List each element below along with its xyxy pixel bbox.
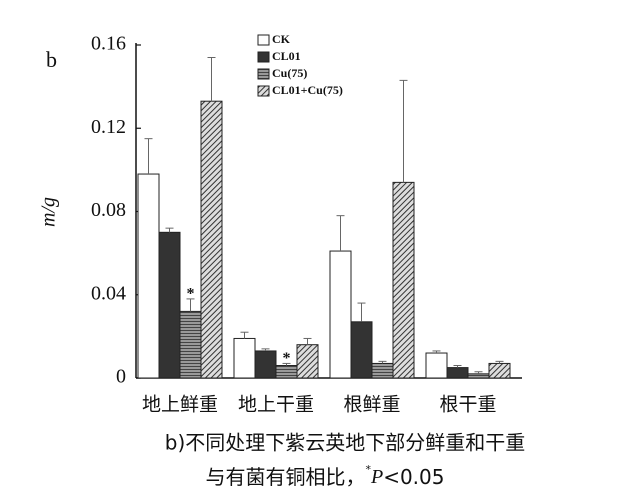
bar <box>392 181 415 379</box>
x-tick-label: 根鲜重 <box>343 394 400 416</box>
error-bar <box>378 360 387 364</box>
bar <box>371 362 394 379</box>
legend-swatch <box>257 34 270 46</box>
significance-mark: * <box>283 350 291 367</box>
bar <box>254 350 277 379</box>
error-bar <box>495 360 504 364</box>
error-bar <box>282 362 291 366</box>
bar <box>350 321 373 379</box>
caption-part: * <box>365 463 371 476</box>
bar <box>179 310 202 379</box>
error-bar <box>336 215 345 252</box>
caption-part: P <box>370 466 383 488</box>
bar <box>488 362 511 379</box>
caption-part: 与有菌有铜相比， <box>205 465 365 489</box>
error-bar <box>399 79 408 183</box>
bar <box>296 344 319 379</box>
bar <box>467 373 490 379</box>
y-tick-label: 0.12 <box>91 116 126 138</box>
error-bar <box>240 331 249 339</box>
error-bar <box>432 350 441 354</box>
bar <box>275 365 298 379</box>
error-bar <box>357 302 366 322</box>
error-bar <box>144 138 153 175</box>
error-bar <box>165 227 174 233</box>
y-axis-label: m/g <box>38 197 60 227</box>
y-tick-label: 0.16 <box>91 33 126 55</box>
legend-swatch <box>257 51 270 63</box>
error-bar <box>207 56 216 102</box>
bar <box>425 352 448 379</box>
error-bar <box>453 365 462 368</box>
bar <box>446 367 469 379</box>
error-bar <box>474 371 483 374</box>
panel-label: b <box>46 47 57 72</box>
y-tick-label: 0.08 <box>91 199 126 221</box>
bar <box>329 250 352 379</box>
y-tick-label: 0.04 <box>91 282 126 304</box>
bar <box>158 231 181 379</box>
significance-mark: * <box>187 286 195 303</box>
caption-line: 与有菌有铜相比，*P<0.05 <box>205 463 444 489</box>
y-tick-label: 0 <box>116 366 126 388</box>
bar <box>137 173 160 379</box>
x-tick-label: 地上鲜重 <box>142 394 218 416</box>
x-tick-label: 地上干重 <box>238 394 314 416</box>
legend-label: Cu(75) <box>272 66 307 80</box>
legend-swatch <box>257 85 270 97</box>
error-bar <box>261 348 270 351</box>
x-tick-label: 根干重 <box>439 394 496 416</box>
caption-part: <0.05 <box>383 465 444 489</box>
legend-swatch <box>257 68 270 80</box>
legend-label: CL01+Cu(75) <box>272 83 343 97</box>
caption-line: b)不同处理下紫云英地下部分鲜重和干重 <box>165 431 526 455</box>
bar <box>200 100 223 379</box>
error-bar <box>186 298 195 312</box>
legend-label: CK <box>272 32 291 46</box>
bar <box>233 337 256 379</box>
error-bar <box>303 337 312 345</box>
legend-label: CL01 <box>272 49 301 63</box>
